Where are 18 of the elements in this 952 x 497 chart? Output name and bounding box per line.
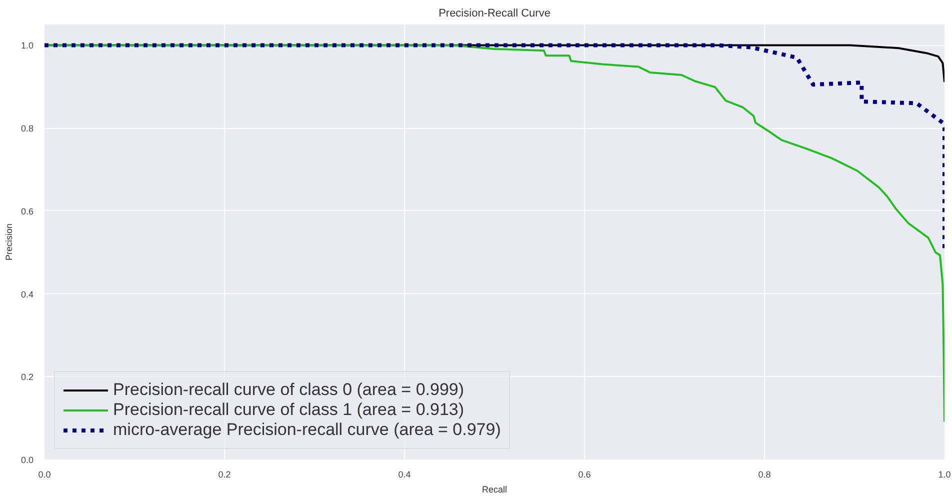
x-tick-label: 0.6 [578, 470, 591, 480]
legend-label: Precision-recall curve of class 0 (area = 0.999) [113, 380, 464, 400]
x-tick-label: 0.4 [398, 470, 411, 480]
legend-label: Precision-recall curve of class 1 (area = 0.913) [113, 400, 464, 420]
x-tick-label: 1.0 [938, 470, 951, 480]
y-tick-label: 1.0 [20, 40, 34, 51]
legend-label: micro-average Precision-recall curve (area = 0.979) [113, 420, 501, 440]
y-axis-title: Precision [4, 223, 14, 261]
x-tick-label: 0.2 [218, 470, 231, 480]
chart-title: Precision-Recall Curve [438, 8, 550, 20]
y-tick-label: 0.2 [20, 372, 34, 382]
y-tick-label: 0.0 [20, 455, 34, 465]
x-axis-title: Recall [482, 484, 508, 494]
y-tick-label: 0.8 [20, 124, 34, 134]
y-tick-label: 0.4 [20, 289, 34, 300]
x-tick-label: 0.0 [38, 470, 51, 480]
x-tick-label: 0.8 [758, 470, 771, 480]
y-tick-label: 0.6 [20, 206, 34, 216]
